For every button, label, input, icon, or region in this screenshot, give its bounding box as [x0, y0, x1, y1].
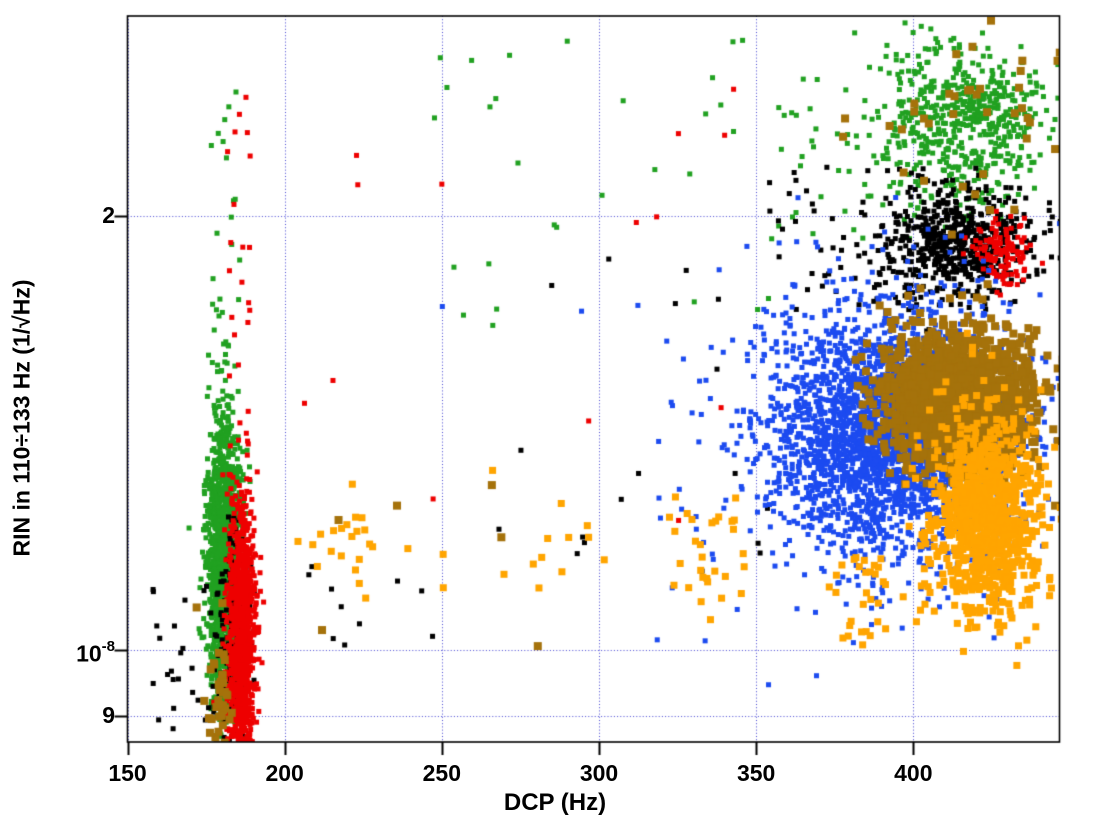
x-axis-title: DCP (Hz)	[503, 789, 607, 816]
x-tick-label: 200	[265, 760, 304, 786]
x-tick-label: 150	[108, 760, 147, 786]
y-tick-label: 2	[102, 202, 115, 229]
y-axis-title: RIN in 110÷133 Hz (1/√Hz)	[8, 279, 35, 557]
x-tick-label: 350	[736, 760, 776, 786]
x-tick-label: 400	[894, 760, 933, 786]
y-tick-label: 10-8	[76, 637, 115, 667]
x-tick-label: 300	[579, 760, 619, 786]
x-tick-label: 250	[422, 760, 462, 786]
y-tick-label: 9	[102, 701, 115, 728]
